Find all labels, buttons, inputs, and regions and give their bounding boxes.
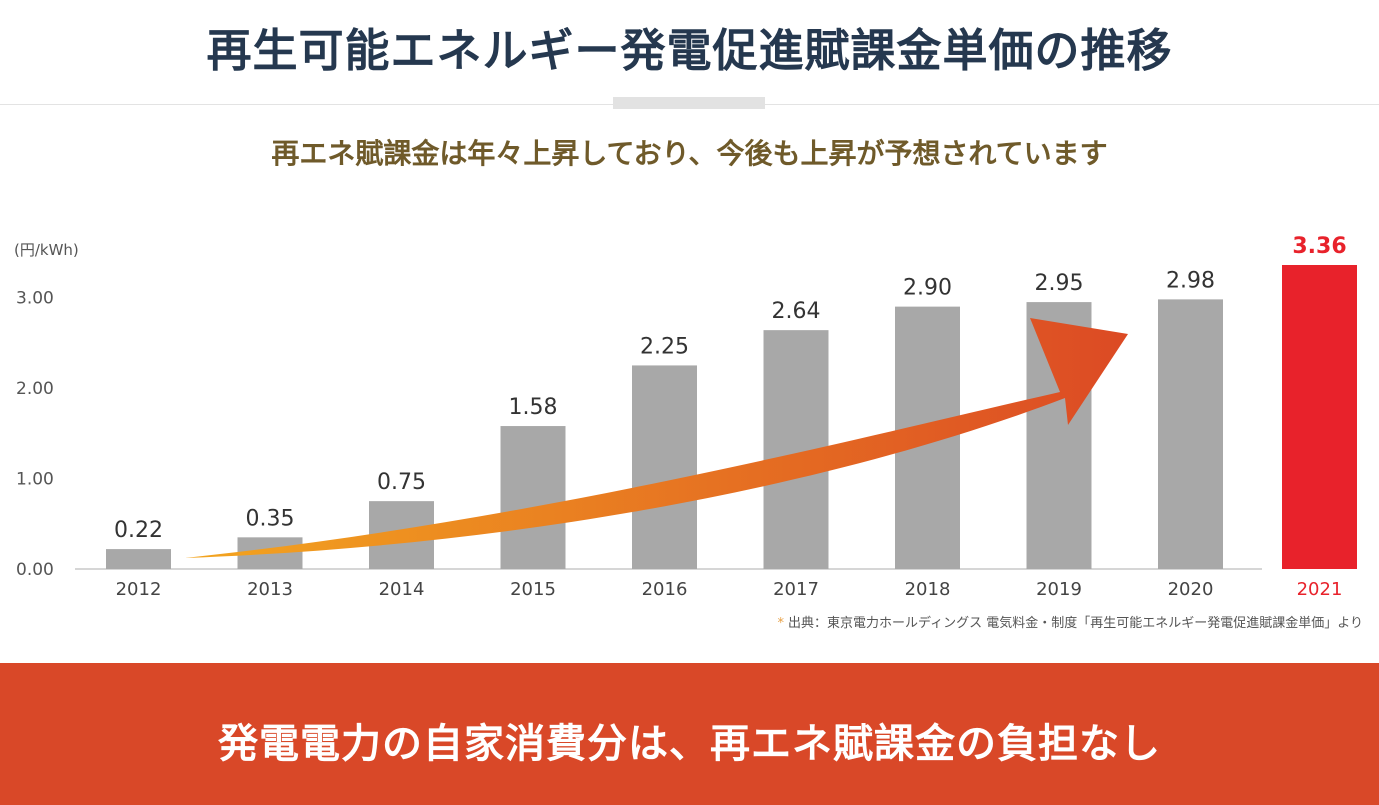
x-tick-label: 2016: [642, 579, 688, 600]
value-label: 0.35: [246, 506, 295, 531]
title-divider: [613, 97, 765, 109]
bottom-banner: 発電電力の自家消費分は、再エネ賦課金の負担なし: [0, 663, 1379, 805]
bar-chart: (円/kWh) 0.00 1.00 2.00 3.00 0.22 0.35 0.75 1.5…: [14, 234, 1357, 600]
header: 再生可能エネルギー発電促進賦課金単価の推移: [0, 0, 1379, 105]
y-tick-label: 3.00: [16, 289, 54, 309]
source-note: * 出典：東京電力ホールディングス 電気料金・制度「再生可能エネルギー発電促進賦課…: [778, 612, 1363, 631]
page-title: 再生可能エネルギー発電促進賦課金単価の推移: [206, 24, 1173, 77]
y-tick-label: 0.00: [16, 560, 54, 580]
y-tick-label: 2.00: [16, 379, 54, 399]
value-label: 3.36: [1292, 234, 1346, 259]
trend-arrow: [185, 318, 1128, 558]
bar-highlight: [1282, 265, 1357, 569]
y-tick-label: 1.00: [16, 470, 54, 490]
banner-text: 発電電力の自家消費分は、再エネ賦課金の負担なし: [218, 721, 1161, 767]
value-label: 0.75: [377, 470, 426, 495]
value-label: 1.58: [509, 395, 558, 420]
x-tick-label: 2012: [116, 579, 162, 600]
x-tick-label: 2021: [1297, 579, 1343, 600]
x-tick-label: 2020: [1168, 579, 1214, 600]
value-label: 2.90: [903, 276, 952, 301]
x-axis-labels: 2012 2013 2014 2015 2016 2017 2018 2019 2020 2021: [116, 579, 1343, 600]
x-tick-label: 2018: [905, 579, 951, 600]
value-label: 2.95: [1035, 271, 1084, 296]
x-tick-label: 2013: [247, 579, 293, 600]
bar: [1158, 299, 1223, 569]
value-label: 2.64: [772, 299, 821, 324]
bar: [632, 365, 697, 569]
bar: [106, 549, 171, 569]
bar: [500, 426, 566, 569]
x-tick-label: 2017: [773, 579, 819, 600]
unit-label: (円/kWh): [14, 241, 79, 259]
value-label: 2.98: [1166, 268, 1215, 293]
x-tick-label: 2014: [379, 579, 425, 600]
value-label: 0.22: [114, 518, 163, 543]
x-tick-label: 2015: [510, 579, 556, 600]
value-labels-group: 0.22 0.35 0.75 1.58 2.25 2.64 2.90 2.95 2.98 3.36: [114, 234, 1347, 543]
x-tick-label: 2019: [1036, 579, 1082, 600]
value-label: 2.25: [640, 334, 689, 359]
subtitle: 再エネ賦課金は年々上昇しており、今後も上昇が予想されています: [271, 137, 1108, 170]
source-text: 出典：東京電力ホールディングス 電気料金・制度「再生可能エネルギー発電促進賦課金…: [788, 616, 1363, 631]
source-asterisk: *: [777, 616, 785, 631]
y-axis-ticks: 0.00 1.00 2.00 3.00: [16, 289, 54, 580]
